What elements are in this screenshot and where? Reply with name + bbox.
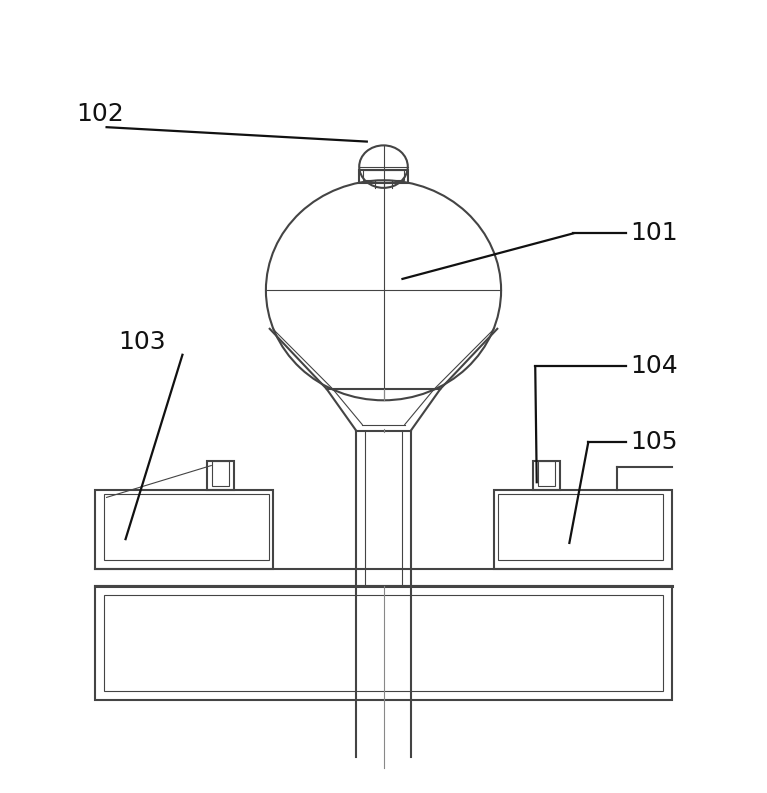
Bar <box>359 170 408 183</box>
Bar <box>208 461 234 490</box>
Bar <box>95 586 672 700</box>
Text: 103: 103 <box>118 330 166 354</box>
Bar <box>95 490 274 569</box>
Bar <box>533 461 559 490</box>
Bar <box>538 461 555 486</box>
Text: 104: 104 <box>630 354 678 378</box>
Bar <box>498 494 663 561</box>
Bar <box>364 170 403 180</box>
Bar <box>212 461 229 486</box>
Bar <box>493 490 672 569</box>
Bar <box>104 494 269 561</box>
Bar <box>104 596 663 691</box>
Text: 105: 105 <box>630 430 677 454</box>
Text: 101: 101 <box>630 221 678 245</box>
Text: 102: 102 <box>76 102 124 126</box>
